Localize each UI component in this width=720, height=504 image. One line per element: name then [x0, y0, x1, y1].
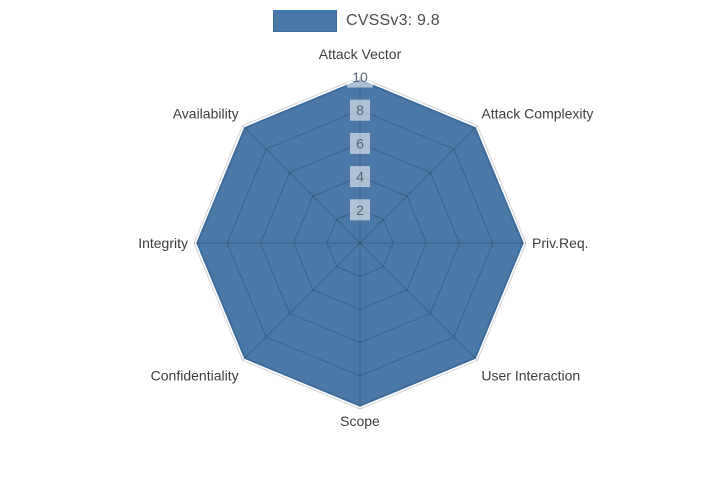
axis-label-attack-complexity: Attack Complexity	[481, 106, 593, 122]
tick-label-10: 10	[352, 69, 368, 85]
tick-label-4: 4	[356, 169, 364, 185]
tick-box-6	[350, 132, 370, 154]
tick-label-2: 2	[356, 202, 364, 218]
tick-box-10	[347, 66, 373, 88]
grid-ring-6	[259, 142, 461, 344]
tick-box-4	[350, 166, 370, 188]
grid-spoke-attack-complexity	[359, 125, 478, 244]
axis-label-confidentiality: Confidentiality	[151, 367, 239, 383]
tick-label-8: 8	[356, 102, 364, 118]
tick-box-2	[350, 199, 370, 221]
legend-label[interactable]: CVSSv3: 9.8	[346, 12, 440, 29]
axis-label-attack-vector: Attack Vector	[319, 46, 402, 62]
grid-spoke-user-interaction	[359, 242, 478, 361]
grid-ring-8	[226, 109, 494, 377]
grid-spoke-availability	[242, 125, 361, 244]
tick-label-6: 6	[356, 135, 364, 151]
axis-label-user-interaction: User Interaction	[481, 367, 580, 383]
series-polygon-cvssv3-9-8	[196, 79, 524, 407]
grid-spoke-confidentiality	[242, 242, 361, 361]
grid-ring-4	[293, 176, 427, 310]
legend[interactable]: CVSSv3: 9.8	[273, 10, 440, 32]
legend-swatch[interactable]	[273, 10, 337, 32]
axis-label-scope: Scope	[340, 413, 380, 429]
axis-label-integrity: Integrity	[138, 235, 188, 251]
grid-ring-10	[193, 76, 527, 410]
grid-ring-2	[326, 209, 394, 277]
axis-label-availability: Availability	[173, 106, 239, 122]
tick-box-8	[350, 99, 370, 121]
axis-label-priv-req: Priv.Req.	[532, 235, 589, 251]
